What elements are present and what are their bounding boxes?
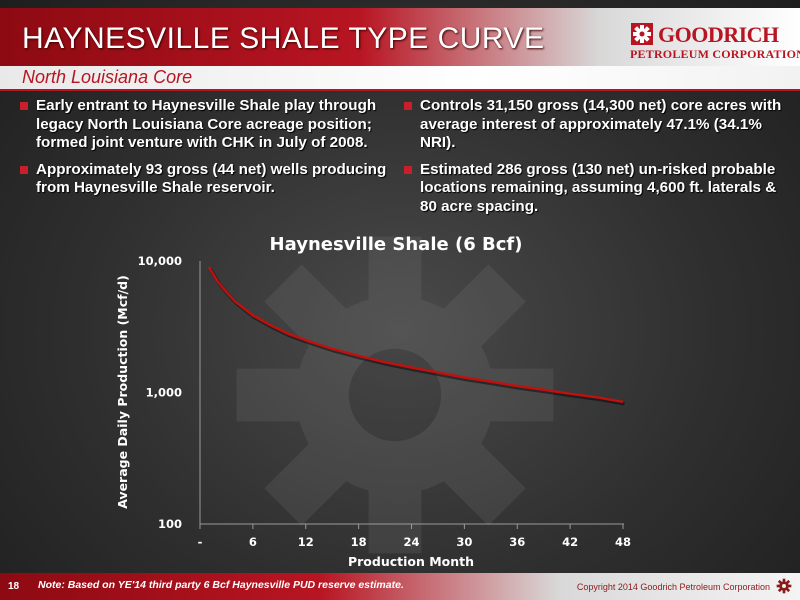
logo-name-line2: PETROLEUM CORPORATION [630, 47, 800, 61]
bullet-item: Early entrant to Haynesville Shale play … [18, 97, 398, 153]
goodrich-gear-icon [776, 578, 792, 594]
copyright-text: Copyright 2014 Goodrich Petroleum Corpor… [576, 582, 770, 592]
bullet-text: Early entrant to Haynesville Shale play … [36, 97, 377, 151]
x-tick-label: - [198, 535, 203, 549]
x-axis-label: Production Month [348, 554, 474, 569]
title-band: HAYNESVILLE SHALE TYPE CURVE GOODRICH PE… [0, 8, 800, 66]
logo-name-line1: GOODRICH [658, 22, 779, 47]
x-tick-label: 18 [351, 535, 367, 549]
chart-title: Haynesville Shale (6 Bcf) [270, 234, 523, 255]
x-tick-label: 30 [456, 535, 472, 549]
x-tick-label: 6 [249, 535, 257, 549]
bullet-item: Estimated 286 gross (130 net) un-risked … [402, 161, 792, 217]
footer-note: Note: Based on YE'14 third party 6 Bcf H… [38, 579, 404, 591]
bullet-marker-icon [404, 165, 412, 174]
page-number: 18 [8, 581, 20, 592]
subtitle-band: North Louisiana Core [0, 66, 800, 91]
gear-watermark-icon [236, 236, 554, 554]
series-shadow [208, 268, 625, 406]
page-title: HAYNESVILLE SHALE TYPE CURVE [22, 22, 545, 55]
y-tick-label: 1,000 [146, 386, 182, 400]
footer-band: 18 Note: Based on YE'14 third party 6 Bc… [0, 573, 800, 600]
bullet-text: Approximately 93 gross (44 net) wells pr… [36, 160, 387, 197]
x-tick-label: 12 [298, 535, 314, 549]
x-tick-label: 36 [509, 535, 525, 549]
page-subtitle: North Louisiana Core [22, 67, 193, 87]
bullet-item: Controls 31,150 gross (14,300 net) core … [402, 97, 792, 153]
x-tick-label: 24 [403, 535, 419, 549]
y-tick-label: 10,000 [138, 254, 182, 268]
series-line [207, 266, 624, 404]
y-axis-label: Average Daily Production (Mcf/d) [115, 275, 130, 509]
y-tick-label: 100 [158, 517, 182, 531]
right-bullet-list: Controls 31,150 gross (14,300 net) core … [402, 97, 792, 224]
bullet-marker-icon [20, 102, 28, 110]
x-tick-label: 48 [615, 535, 631, 549]
goodrich-gear-logo-icon [631, 23, 653, 45]
bullet-marker-icon [404, 102, 412, 110]
bullet-marker-icon [20, 165, 28, 174]
bullet-text: Estimated 286 gross (130 net) un-risked … [420, 160, 777, 215]
left-bullet-list: Early entrant to Haynesville Shale play … [18, 97, 398, 206]
company-logo: GOODRICH PETROLEUM CORPORATION [630, 22, 800, 66]
bullet-item: Approximately 93 gross (44 net) wells pr… [18, 161, 398, 198]
x-tick-label: 42 [562, 535, 578, 549]
bullet-text: Controls 31,150 gross (14,300 net) core … [420, 97, 782, 151]
